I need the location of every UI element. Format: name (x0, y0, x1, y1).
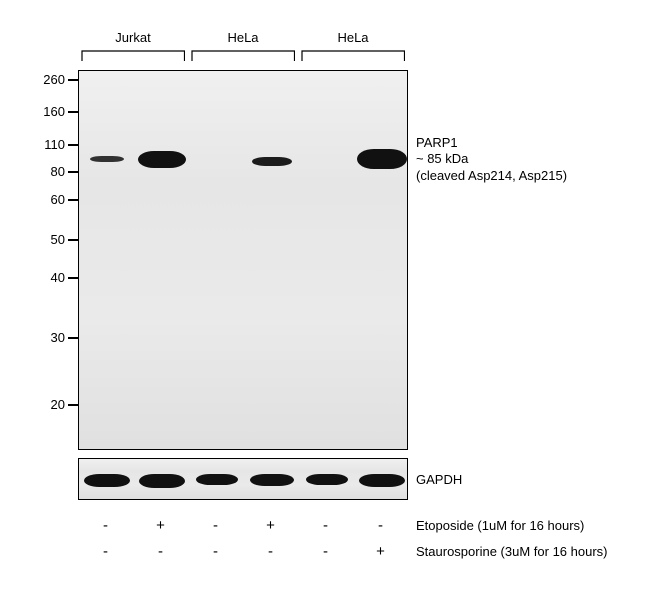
target-label-line: ~ 85 kDa (416, 151, 567, 167)
treatment-sign: + (353, 543, 408, 560)
lane-group-bracket: HeLa (191, 30, 296, 63)
treatment-sign: - (78, 517, 133, 534)
tick-icon (68, 199, 78, 201)
treatment-sign: + (133, 517, 188, 534)
treatment-sign: - (298, 517, 353, 534)
band (306, 474, 348, 485)
treatment-sign: - (133, 543, 188, 560)
treatment-label: Staurosporine (3uM for 16 hours) (416, 544, 607, 559)
mw-marker: 20 (0, 397, 78, 412)
treatment-sign: - (353, 517, 408, 534)
lane-group-bracket: HeLa (301, 30, 406, 63)
mw-marker-value: 160 (43, 104, 65, 119)
band (90, 156, 124, 162)
band (359, 474, 405, 487)
parp1-blot (78, 70, 408, 450)
tick-icon (68, 277, 78, 279)
loading-control-label: GAPDH (416, 472, 462, 488)
lane-group-label: Jurkat (81, 30, 186, 45)
mw-marker-value: 20 (51, 397, 65, 412)
mw-marker: 50 (0, 232, 78, 247)
tick-icon (68, 111, 78, 113)
tick-icon (68, 144, 78, 146)
bracket-icon (301, 47, 406, 63)
bracket-icon (191, 47, 296, 63)
treatment-sign: - (188, 517, 243, 534)
mw-marker-value: 110 (44, 137, 65, 152)
treatment-label: Etoposide (1uM for 16 hours) (416, 518, 584, 533)
treatment-row: -----+Staurosporine (3uM for 16 hours) (78, 538, 638, 564)
mw-marker-value: 80 (51, 164, 65, 179)
tick-icon (68, 404, 78, 406)
treatment-sign: - (78, 543, 133, 560)
target-label-line: PARP1 (416, 135, 567, 151)
mw-marker-value: 50 (51, 232, 65, 247)
mw-marker: 60 (0, 192, 78, 207)
band (250, 474, 294, 486)
lane-group-label: HeLa (191, 30, 296, 45)
lane-group-bracket: Jurkat (81, 30, 186, 63)
mw-marker: 80 (0, 164, 78, 179)
mw-marker: 260 (0, 72, 78, 87)
treatment-sign: - (298, 543, 353, 560)
tick-icon (68, 337, 78, 339)
mw-marker-value: 60 (51, 192, 65, 207)
treatment-sign: - (188, 543, 243, 560)
treatment-table: -+-+--Etoposide (1uM for 16 hours)-----+… (78, 512, 638, 564)
band (357, 149, 407, 169)
tick-icon (68, 171, 78, 173)
band (196, 474, 238, 485)
bracket-icon (81, 47, 186, 63)
mw-marker: 30 (0, 330, 78, 345)
mw-marker-value: 30 (51, 330, 65, 345)
tick-icon (68, 239, 78, 241)
mw-marker: 40 (0, 270, 78, 285)
mw-marker: 110 (0, 137, 78, 152)
mw-marker: 160 (0, 104, 78, 119)
target-label-line: (cleaved Asp214, Asp215) (416, 168, 567, 184)
treatment-sign: - (243, 543, 298, 560)
band (139, 474, 185, 488)
treatment-row: -+-+--Etoposide (1uM for 16 hours) (78, 512, 638, 538)
treatment-sign: + (243, 517, 298, 534)
tick-icon (68, 79, 78, 81)
mw-marker-value: 260 (43, 72, 65, 87)
target-label: PARP1~ 85 kDa(cleaved Asp214, Asp215) (416, 135, 567, 184)
band (252, 157, 292, 166)
lane-group-label: HeLa (301, 30, 406, 45)
band (138, 151, 186, 168)
mw-marker-value: 40 (51, 270, 65, 285)
band (84, 474, 130, 487)
gapdh-blot (78, 458, 408, 500)
